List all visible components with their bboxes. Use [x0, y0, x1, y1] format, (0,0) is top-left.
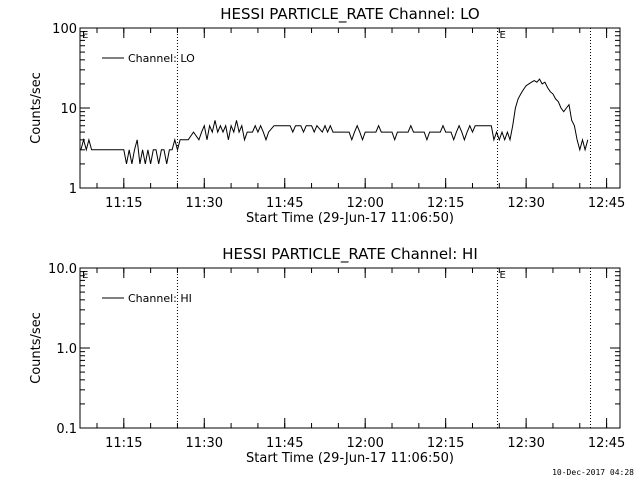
y-axis-label: Counts/sec — [29, 312, 44, 384]
corner-label: E — [82, 270, 88, 281]
y-tick-label: 10 — [60, 102, 77, 117]
x-tick-label: 12:30 — [507, 196, 544, 211]
y-tick-label: 1 — [69, 182, 77, 197]
x-tick-label: 12:30 — [507, 436, 544, 451]
x-axis-label: Start Time (29-Jun-17 11:06:50) — [246, 451, 454, 466]
time-marker-label: E — [500, 30, 506, 41]
chart-panel-1: HESSI PARTICLE_RATE Channel: LO 1 10 100 11:… — [29, 5, 625, 226]
x-tick-label: 12:15 — [427, 196, 464, 211]
x-tick-label: 12:15 — [427, 436, 464, 451]
x-tick-label: 11:30 — [186, 196, 223, 211]
legend-entry: Channel: LO — [128, 52, 195, 65]
x-tick-label: 12:00 — [346, 436, 383, 451]
series-line-1 — [80, 78, 589, 164]
y-tick-label: 100 — [52, 22, 77, 37]
y-axis-label: Counts/sec — [29, 72, 44, 144]
chart-title: HESSI PARTICLE_RATE Channel: LO — [220, 5, 479, 24]
x-tick-label: 11:45 — [266, 196, 303, 211]
time-marker-label: E — [500, 270, 506, 281]
y-tick-label: 10.0 — [48, 262, 77, 277]
chart-title: HESSI PARTICLE_RATE Channel: HI — [222, 245, 478, 264]
y-tick-label: 0.1 — [56, 422, 77, 437]
x-tick-label: 11:15 — [105, 196, 142, 211]
y-tick-label: 1.0 — [56, 342, 77, 357]
x-tick-label: 11:45 — [266, 436, 303, 451]
x-tick-label: 11:30 — [186, 436, 223, 451]
x-tick-label: 11:15 — [105, 436, 142, 451]
timestamp-stamp: 10-Dec-2017 04:28 — [552, 468, 634, 477]
x-axis-label: Start Time (29-Jun-17 11:06:50) — [246, 211, 454, 226]
corner-label: E — [82, 30, 88, 41]
x-tick-label: 12:45 — [588, 436, 625, 451]
x-tick-label: 12:45 — [588, 196, 625, 211]
legend-entry: Channel: HI — [128, 292, 192, 305]
chart-panel-2: HESSI PARTICLE_RATE Channel: HI 0.1 1.0 10.… — [29, 245, 625, 466]
x-tick-label: 12:00 — [346, 196, 383, 211]
